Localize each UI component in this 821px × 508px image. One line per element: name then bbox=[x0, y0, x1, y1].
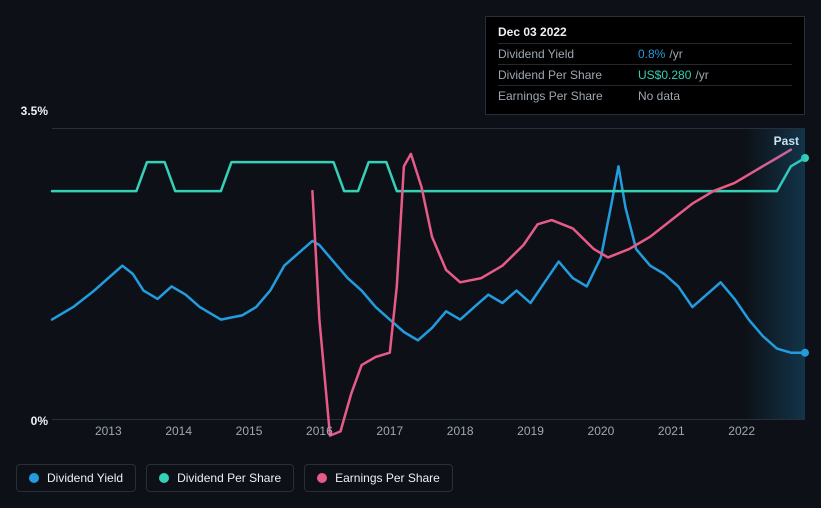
series-line bbox=[52, 158, 805, 191]
tooltip-panel: Dec 03 2022 Dividend Yield0.8%/yrDividen… bbox=[485, 16, 805, 115]
tooltip-row: Earnings Per ShareNo data bbox=[498, 85, 792, 106]
x-axis-tick: 2020 bbox=[588, 424, 615, 438]
tooltip-row: Dividend Per ShareUS$0.280/yr bbox=[498, 64, 792, 85]
tooltip-row-label: Dividend Yield bbox=[498, 47, 638, 61]
x-axis-tick: 2016 bbox=[306, 424, 333, 438]
tooltip-row-value: US$0.280 bbox=[638, 68, 691, 82]
tooltip-row: Dividend Yield0.8% /yr bbox=[498, 43, 792, 64]
legend-label: Dividend Yield bbox=[47, 471, 123, 485]
tooltip-row-value: No data bbox=[638, 89, 680, 103]
series-line bbox=[312, 150, 791, 436]
legend-dot-icon bbox=[159, 473, 169, 483]
legend-label: Earnings Per Share bbox=[335, 471, 440, 485]
x-axis-tick: 2015 bbox=[236, 424, 263, 438]
x-axis: 2013 2014 2015 2016 2017 2018 2019 2020 2021 2022 bbox=[52, 424, 805, 442]
chart-svg bbox=[52, 129, 805, 419]
plot-region[interactable] bbox=[52, 128, 805, 420]
x-axis-tick: 2021 bbox=[658, 424, 685, 438]
series-end-marker bbox=[801, 154, 809, 162]
chart-area: 3.5% 0% Past 201320142015201620172018201… bbox=[16, 110, 805, 450]
x-axis-tick: 2019 bbox=[517, 424, 544, 438]
legend: Dividend Yield Dividend Per Share Earnings… bbox=[16, 464, 453, 492]
y-axis-min-label: 0% bbox=[31, 414, 48, 428]
legend-item[interactable]: Dividend Per Share bbox=[146, 464, 294, 492]
legend-dot-icon bbox=[29, 473, 39, 483]
tooltip-row-unit: /yr bbox=[695, 68, 708, 82]
tooltip-row-value: 0.8% bbox=[638, 47, 665, 61]
y-axis-max-label: 3.5% bbox=[21, 104, 48, 118]
tooltip-row-label: Earnings Per Share bbox=[498, 89, 638, 103]
tooltip-row-unit: /yr bbox=[669, 47, 682, 61]
x-axis-tick: 2022 bbox=[728, 424, 755, 438]
x-axis-tick: 2014 bbox=[165, 424, 192, 438]
legend-dot-icon bbox=[317, 473, 327, 483]
tooltip-date: Dec 03 2022 bbox=[498, 25, 792, 43]
x-axis-tick: 2018 bbox=[447, 424, 474, 438]
legend-label: Dividend Per Share bbox=[177, 471, 281, 485]
x-axis-tick: 2013 bbox=[95, 424, 122, 438]
series-end-marker bbox=[801, 349, 809, 357]
tooltip-row-label: Dividend Per Share bbox=[498, 68, 638, 82]
series-line bbox=[52, 166, 805, 352]
x-axis-tick: 2017 bbox=[376, 424, 403, 438]
legend-item[interactable]: Earnings Per Share bbox=[304, 464, 453, 492]
legend-item[interactable]: Dividend Yield bbox=[16, 464, 136, 492]
